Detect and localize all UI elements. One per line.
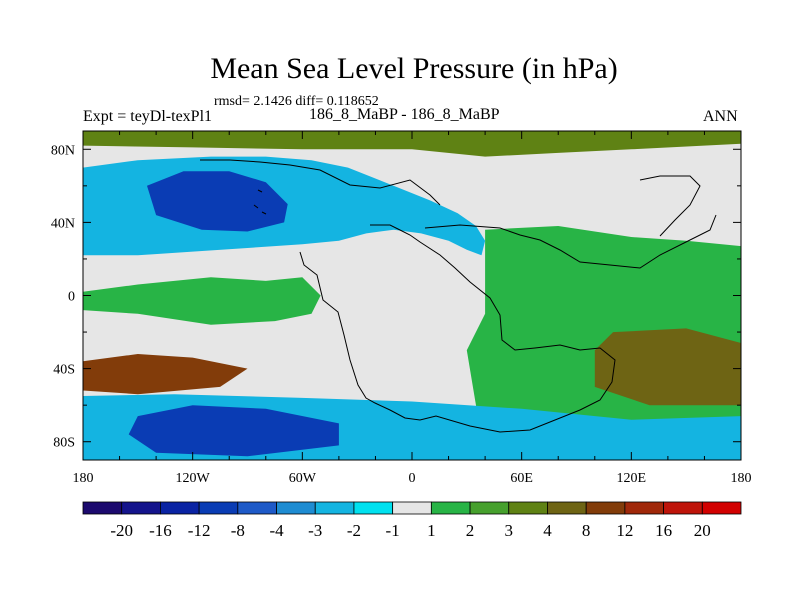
season-label: ANN [703,108,738,125]
region-south-indian-high [594,328,741,406]
x-tick-label: 60W [289,471,317,486]
colorbar-swatch [469,501,510,515]
x-tick-label: 0 [409,471,416,486]
region-equatorial-positive [83,277,321,325]
x-tick-label: 60E [510,471,533,486]
region-north-pacific-low-core [147,171,288,232]
colorbar-swatch [82,501,123,515]
region-southern-ocean-low-core [128,405,339,457]
colorbar-swatch [353,501,394,515]
colorbar-label: 12 [616,521,633,540]
region-arctic-high-band [83,131,741,157]
colorbar-label: 16 [655,521,672,540]
colorbar-label: -16 [149,521,172,540]
y-tick-label: 80S [53,436,75,451]
colorbar-label: -3 [308,521,322,540]
colorbar-label: 20 [694,521,711,540]
colorbar-label: -1 [386,521,400,540]
colorbar-label: 2 [466,521,475,540]
x-tick-label: 120W [176,471,211,486]
colorbar-swatch [392,501,432,515]
colorbar-swatch [508,501,548,515]
y-tick-label: 40N [51,216,75,231]
y-tick-label: 80N [51,143,75,158]
colorbar-swatch [198,501,239,515]
colorbar-label: -4 [269,521,284,540]
y-tick-label: 40S [53,363,75,378]
region-south-pacific-high [83,354,248,395]
experiment-label: Expt = teyDl-texPl1 [83,108,213,125]
colorbar-label: -12 [188,521,211,540]
colorbar-label: 3 [505,521,514,540]
colorbar-label: -8 [231,521,245,540]
colorbar-label: -20 [110,521,133,540]
stats-label: rmsd= 2.1426 diff= 0.118652 [214,94,379,109]
y-tick-label: 0 [68,290,75,305]
colorbar-swatch [624,501,664,515]
colorbar-label: 8 [582,521,591,540]
colorbar-swatch [585,501,626,515]
colorbar-swatch [547,501,587,515]
colorbar-swatch [701,501,742,515]
x-tick-label: 180 [731,471,752,486]
colorbar-swatch [430,501,471,515]
x-tick-label: 120E [617,471,647,486]
colorbar-label: 4 [543,521,552,540]
colorbar-label: -2 [347,521,361,540]
chart-title: Mean Sea Level Pressure (in hPa) [210,52,618,85]
x-tick-label: 180 [73,471,94,486]
colorbar-label: 1 [427,521,436,540]
colorbar-swatch [160,501,200,515]
coastline-overlay [200,159,717,433]
colorbar-swatch [276,501,316,515]
colorbar-swatch [314,501,355,515]
colorbar-swatch [121,501,161,515]
colorbar-swatch [237,501,277,515]
colorbar-swatch [663,501,703,515]
case-label: 186_8_MaBP - 186_8_MaBP [309,106,500,123]
